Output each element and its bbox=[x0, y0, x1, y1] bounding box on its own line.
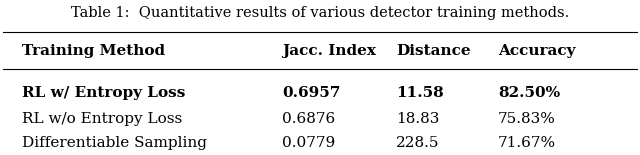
Text: Distance: Distance bbox=[396, 44, 471, 58]
Text: 0.6957: 0.6957 bbox=[282, 86, 340, 100]
Text: 18.83: 18.83 bbox=[396, 112, 440, 126]
Text: Jacc. Index: Jacc. Index bbox=[282, 44, 376, 58]
Text: Differentiable Sampling: Differentiable Sampling bbox=[22, 136, 207, 150]
Text: RL w/ Entropy Loss: RL w/ Entropy Loss bbox=[22, 86, 185, 100]
Text: Table 1:  Quantitative results of various detector training methods.: Table 1: Quantitative results of various… bbox=[71, 6, 569, 20]
Text: 71.67%: 71.67% bbox=[498, 136, 556, 150]
Text: Accuracy: Accuracy bbox=[498, 44, 575, 58]
Text: 11.58: 11.58 bbox=[396, 86, 444, 100]
Text: 0.6876: 0.6876 bbox=[282, 112, 335, 126]
Text: Training Method: Training Method bbox=[22, 44, 164, 58]
Text: 228.5: 228.5 bbox=[396, 136, 440, 150]
Text: 82.50%: 82.50% bbox=[498, 86, 560, 100]
Text: RL w/o Entropy Loss: RL w/o Entropy Loss bbox=[22, 112, 182, 126]
Text: 0.0779: 0.0779 bbox=[282, 136, 335, 150]
Text: 75.83%: 75.83% bbox=[498, 112, 556, 126]
